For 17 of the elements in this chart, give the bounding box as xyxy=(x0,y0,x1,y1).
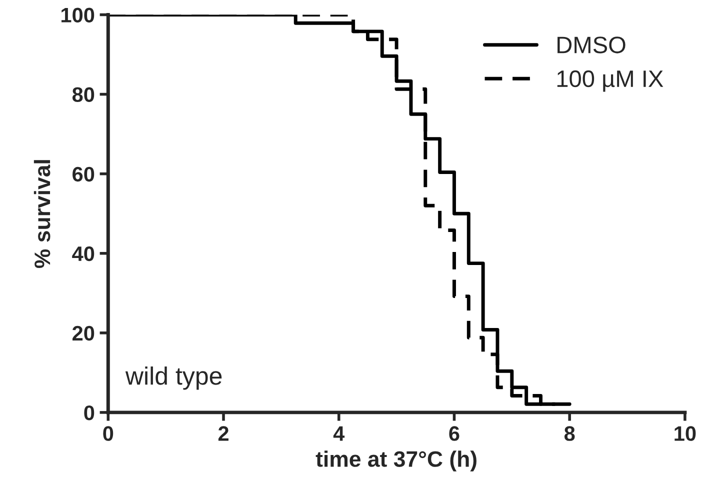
x-tick-label: 2 xyxy=(218,426,228,441)
legend-label: DMSO xyxy=(558,36,626,54)
annotation: wild type xyxy=(125,366,222,390)
x-tick-label: 6 xyxy=(449,426,460,441)
x-tick-label: 8 xyxy=(564,426,575,441)
x-axis-title: time at 37°C (h) xyxy=(316,450,476,472)
x-tick-label: 0 xyxy=(103,426,114,441)
legend-label: 100 µM IX xyxy=(557,70,664,92)
y-tick-label: 80 xyxy=(72,87,94,102)
y-tick-label: 100 xyxy=(62,8,94,22)
x-tick-label: 4 xyxy=(333,426,345,441)
y-tick-label: 20 xyxy=(72,326,94,341)
y-axis-title: % survival xyxy=(34,160,50,268)
y-tick-label: 60 xyxy=(72,166,94,182)
x-tick-label: 10 xyxy=(674,426,696,441)
y-tick-label: 0 xyxy=(84,405,94,420)
y-tick-label: 40 xyxy=(72,246,94,262)
